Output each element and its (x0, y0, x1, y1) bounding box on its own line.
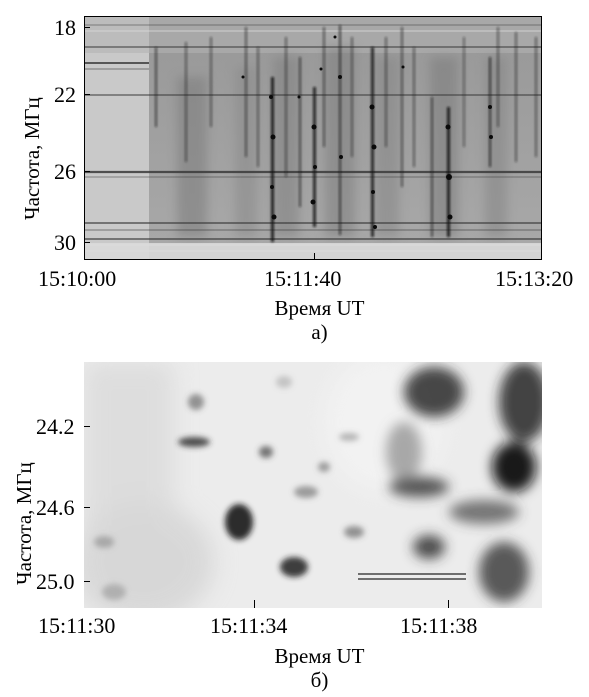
panel-b-xtick-mark (448, 600, 449, 608)
panel-a-xtick-1: 15:11:40 (264, 266, 342, 291)
panel-a-ytick-mark (84, 94, 90, 95)
panel-b-ytick-25-0: 25.0 (36, 569, 75, 594)
panel-a-ytick-30: 30 (54, 230, 76, 255)
panel-a-spectrogram-image (85, 17, 541, 259)
panel-a-ytick-22: 22 (54, 82, 76, 107)
panel-a-ytick-mark (84, 171, 90, 172)
panel-b-xtick-0: 15:11:30 (38, 613, 116, 638)
panel-a-xtick-0: 15:10:00 (38, 266, 117, 291)
panel-b-xtick-2: 15:11:38 (400, 613, 478, 638)
panel-a-ytick-mark (84, 27, 90, 28)
panel-a-label: а) (311, 320, 328, 344)
panel-b-ytick-mark (84, 507, 90, 508)
panel-b-ylabel: Частота, МГц (12, 462, 36, 585)
panel-a-spectrogram (84, 16, 542, 260)
panel-a-ytick-26: 26 (54, 159, 76, 184)
panel-a-ytick-18: 18 (54, 15, 76, 40)
panel-a-ytick-mark (84, 242, 90, 243)
panel-b-xlabel: Время UT (274, 644, 365, 668)
panel-b-ytick-mark (84, 426, 90, 427)
panel-b-label: б) (310, 668, 329, 692)
panel-b-ytick-24-2: 24.2 (36, 414, 75, 439)
panel-b-ytick-24-6: 24.6 (36, 495, 75, 520)
panel-a-xtick-mark (314, 253, 315, 260)
panel-a-xlabel: Время UT (274, 296, 365, 320)
panel-b-spectrogram (84, 362, 542, 608)
panel-a-xtick-2: 15:13:20 (495, 266, 574, 291)
panel-a-ylabel: Частота, МГц (20, 97, 44, 220)
panel-b-xtick-1: 15:11:34 (210, 613, 288, 638)
panel-b-xtick-mark (254, 600, 255, 608)
panel-a: Частота, МГц 18 22 26 30 (20, 15, 574, 344)
panel-b-ytick-mark (84, 581, 90, 582)
panel-b: Частота, МГц 24.2 24.6 25.0 (0, 350, 589, 697)
panel-b-spectrogram-image (84, 362, 542, 608)
